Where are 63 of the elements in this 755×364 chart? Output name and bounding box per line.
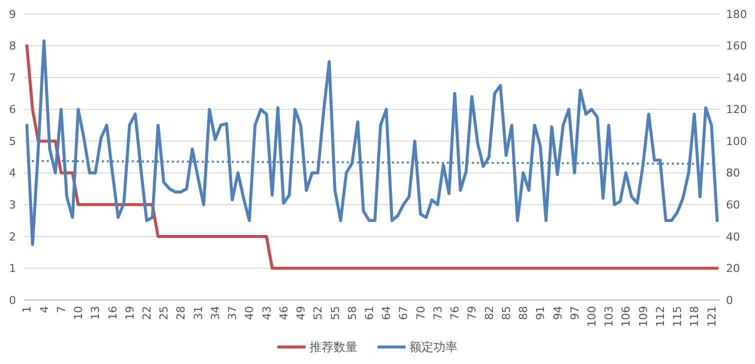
x-tick-label: 85 (500, 306, 513, 320)
x-tick-label: 103 (602, 306, 616, 327)
legend-label: 额定功率 (410, 340, 458, 354)
x-tick-label: 97 (568, 306, 582, 320)
x-tick-label: 13 (89, 306, 102, 320)
y2-tick-label: 180 (726, 8, 747, 21)
x-tick-label: 106 (620, 306, 633, 327)
y2-tick-label: 140 (726, 71, 747, 84)
x-tick-label: 16 (106, 306, 120, 320)
x-tick-label: 43 (260, 306, 274, 320)
x-tick-label: 4 (38, 306, 51, 313)
x-tick-label: 28 (174, 306, 188, 320)
x-tick-label: 91 (534, 306, 548, 320)
y-tick-label: 1 (9, 262, 16, 276)
y-tick-label: 6 (9, 103, 16, 116)
x-tick-label: 121 (705, 306, 718, 327)
x-tick-label: 73 (431, 306, 444, 320)
y2-tick-label: 160 (726, 40, 747, 53)
x-tick-label: 67 (397, 306, 410, 320)
legend-label: 推荐数量 (310, 340, 358, 354)
y-tick-label: 3 (9, 198, 16, 212)
y-tick-label: 9 (9, 8, 16, 21)
x-tick-label: 118 (688, 306, 702, 327)
x-tick-label: 25 (158, 306, 171, 320)
x-tick-label: 70 (414, 306, 428, 320)
y2-tick-label: 0 (726, 294, 733, 307)
x-tick-label: 31 (192, 306, 205, 320)
x-tick-label: 7 (54, 306, 68, 313)
x-tick-label: 1 (20, 306, 34, 313)
x-tick-label: 10 (72, 306, 86, 320)
x-tick-label: 46 (277, 306, 290, 320)
y2-tick-label: 80 (726, 166, 740, 180)
x-tick-label: 49 (294, 306, 308, 320)
x-tick-label: 52 (312, 306, 325, 320)
y2-tick-label: 120 (726, 103, 747, 116)
x-tick-label: 40 (243, 306, 256, 320)
y-tick-label: 2 (9, 230, 16, 244)
y2-tick-label: 40 (726, 230, 740, 244)
x-tick-label: 100 (585, 306, 598, 327)
y-tick-label: 0 (9, 294, 16, 307)
x-tick-label: 19 (123, 306, 136, 320)
x-tick-label: 112 (654, 306, 667, 327)
x-tick-label: 37 (226, 306, 240, 320)
x-tick-label: 64 (380, 306, 394, 320)
x-tick-label: 94 (551, 306, 564, 320)
x-tick-label: 61 (363, 306, 376, 320)
y-tick-label: 8 (9, 40, 16, 53)
y-tick-label: 7 (9, 71, 16, 84)
x-tick-label: 76 (448, 306, 462, 320)
x-tick-label: 109 (636, 306, 650, 327)
x-tick-label: 22 (140, 306, 154, 320)
x-tick-label: 115 (671, 306, 684, 327)
x-tick-label: 79 (466, 306, 479, 320)
y2-tick-label: 60 (726, 198, 740, 212)
x-tick-label: 55 (328, 306, 342, 320)
x-tick-label: 58 (346, 306, 359, 320)
y2-tick-label: 20 (726, 262, 740, 276)
x-tick-label: 34 (208, 306, 222, 320)
y2-tick-label: 100 (726, 134, 747, 148)
y-tick-label: 4 (9, 166, 16, 180)
y-tick-label: 5 (9, 134, 16, 148)
x-tick-label: 82 (482, 306, 496, 320)
x-tick-label: 88 (517, 306, 530, 320)
